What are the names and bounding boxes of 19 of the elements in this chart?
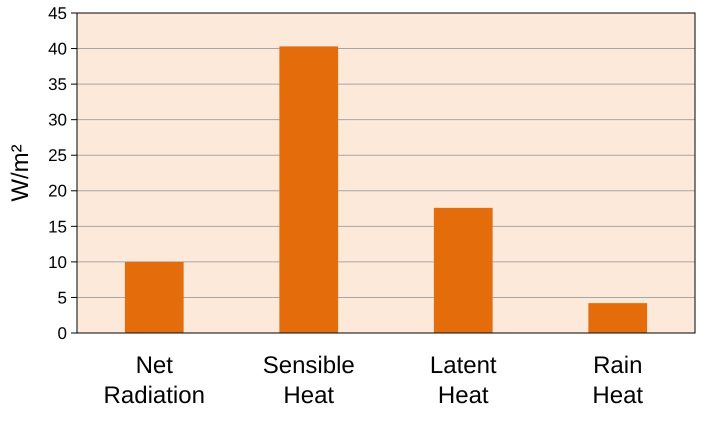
y-tick-label: 40 (48, 40, 67, 59)
y-tick-label: 15 (48, 217, 67, 236)
y-axis-title: W/m² (7, 144, 34, 202)
x-tick-label: Sensible Heat (262, 352, 355, 409)
y-tick-label: 30 (48, 110, 67, 130)
y-tick-label: 20 (48, 182, 67, 201)
x-tick-label: Latent Heat (430, 352, 497, 409)
y-tick-label: 0 (58, 324, 67, 343)
bar (124, 262, 184, 333)
bar (279, 46, 338, 333)
y-tick-label: 5 (58, 288, 67, 308)
y-tick-label: 35 (48, 75, 67, 94)
bar (434, 208, 493, 333)
y-tick-label: 45 (48, 4, 67, 23)
x-tick-label: Rain Heat (592, 352, 644, 409)
bar (588, 303, 648, 333)
y-tick-label: 10 (48, 252, 67, 272)
y-tick-label: 25 (48, 146, 67, 166)
x-tick-label: Net Radiation (104, 352, 205, 409)
